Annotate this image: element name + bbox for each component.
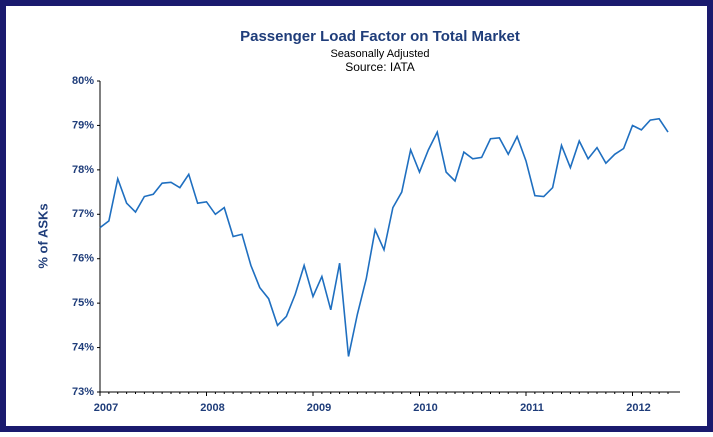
x-tick-label: 2012 bbox=[626, 402, 650, 414]
y-tick-label: 75% bbox=[72, 297, 94, 309]
y-tick-label: 78% bbox=[72, 164, 94, 176]
x-tick-label: 2009 bbox=[307, 402, 331, 414]
y-tick-label: 77% bbox=[72, 208, 94, 220]
y-axis-label: % of ASKs bbox=[35, 203, 50, 268]
y-tick-label: 80% bbox=[72, 75, 94, 87]
x-tick-label: 2008 bbox=[200, 402, 224, 414]
y-tick-label: 74% bbox=[72, 341, 94, 353]
x-tick-label: 2010 bbox=[413, 402, 437, 414]
y-tick-label: 76% bbox=[72, 253, 94, 265]
y-tick-label: 73% bbox=[72, 386, 94, 398]
chart-title: Passenger Load Factor on Total Market bbox=[240, 28, 520, 45]
line bbox=[99, 117, 669, 357]
x-tick-label: 2007 bbox=[94, 402, 118, 414]
x-tick-label: 2011 bbox=[520, 402, 544, 414]
y-tick-label: 79% bbox=[72, 119, 94, 131]
source: Source: IATA bbox=[345, 60, 415, 74]
subtitle: Seasonally Adjusted bbox=[330, 48, 429, 60]
